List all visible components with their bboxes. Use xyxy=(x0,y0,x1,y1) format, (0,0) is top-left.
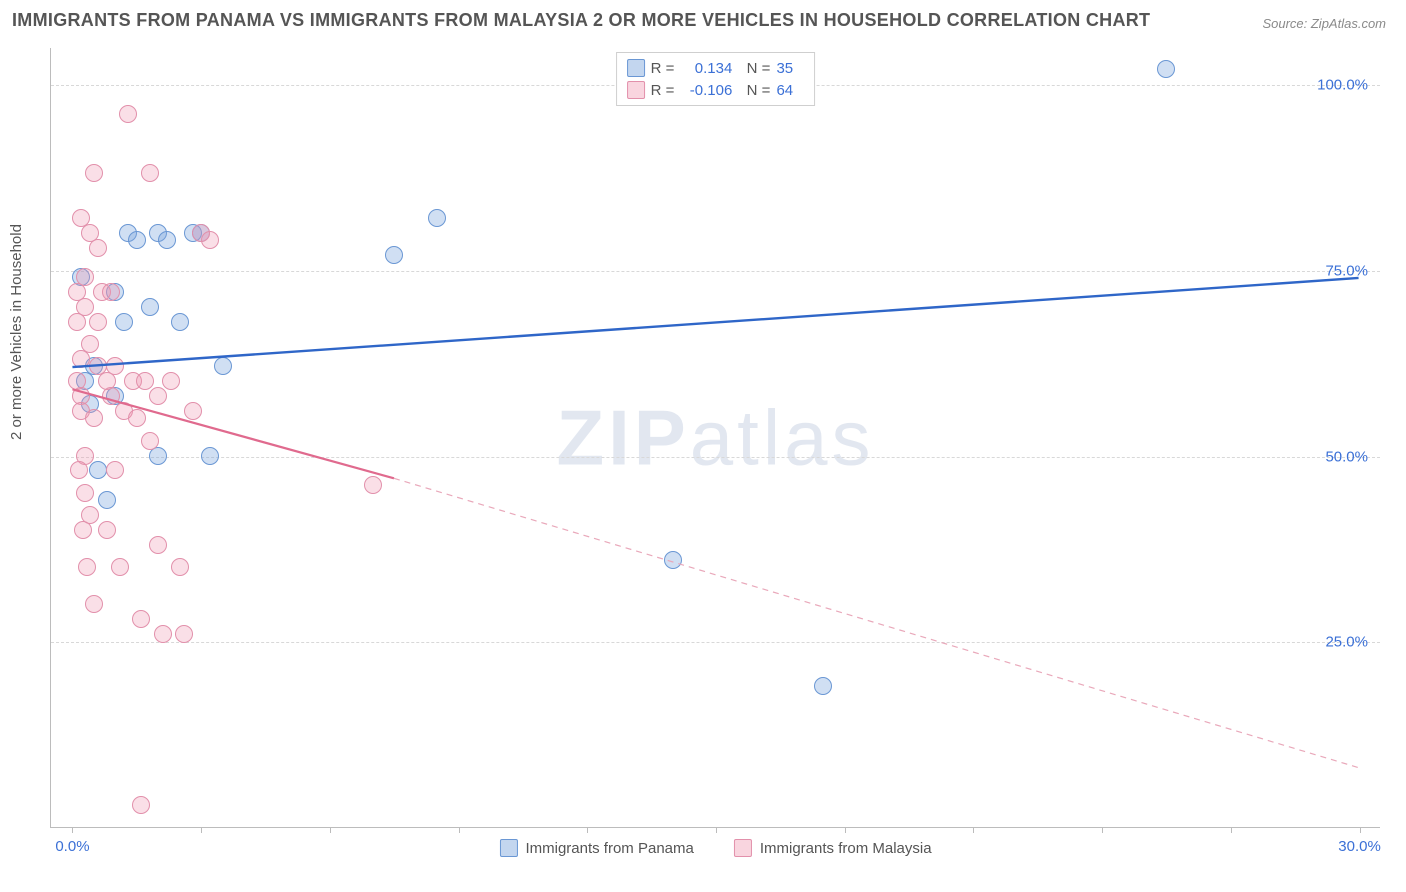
legend-item-malaysia: Immigrants from Malaysia xyxy=(734,839,932,857)
legend-item-panama: Immigrants from Panama xyxy=(499,839,693,857)
x-tick xyxy=(72,827,73,833)
n-value-panama: 35 xyxy=(776,60,804,77)
y-tick-label: 25.0% xyxy=(1325,634,1368,651)
x-tick xyxy=(973,827,974,833)
trend-line xyxy=(72,278,1358,367)
scatter-point-malaysia xyxy=(128,409,146,427)
scatter-point-malaysia xyxy=(175,625,193,643)
x-tick-label: 0.0% xyxy=(55,838,89,855)
x-tick xyxy=(459,827,460,833)
x-tick-label: 30.0% xyxy=(1338,838,1381,855)
swatch-pink xyxy=(734,839,752,857)
scatter-point-panama xyxy=(814,677,832,695)
scatter-point-malaysia xyxy=(201,231,219,249)
scatter-point-malaysia xyxy=(76,298,94,316)
scatter-point-malaysia xyxy=(70,461,88,479)
scatter-point-malaysia xyxy=(149,536,167,554)
scatter-point-malaysia xyxy=(106,357,124,375)
y-axis-label: 2 or more Vehicles in Household xyxy=(8,224,25,440)
series-legend: Immigrants from Panama Immigrants from M… xyxy=(499,839,931,857)
plot-area: ZIPatlas 25.0% 50.0% 75.0% 100.0% R = 0.134… xyxy=(50,48,1380,828)
gridline xyxy=(51,642,1380,643)
scatter-point-malaysia xyxy=(85,595,103,613)
x-tick xyxy=(1102,827,1103,833)
scatter-point-malaysia xyxy=(119,105,137,123)
n-value-malaysia: 64 xyxy=(776,82,804,99)
r-value-panama: 0.134 xyxy=(680,60,732,77)
gridline xyxy=(51,271,1380,272)
scatter-point-malaysia xyxy=(106,461,124,479)
scatter-point-malaysia xyxy=(72,209,90,227)
source-attribution: Source: ZipAtlas.com xyxy=(1262,16,1386,31)
scatter-point-malaysia xyxy=(162,372,180,390)
scatter-point-malaysia xyxy=(89,313,107,331)
scatter-point-malaysia xyxy=(364,476,382,494)
scatter-point-panama xyxy=(158,231,176,249)
n-label: N = xyxy=(738,82,770,99)
swatch-blue xyxy=(627,59,645,77)
scatter-point-panama xyxy=(428,209,446,227)
x-tick xyxy=(330,827,331,833)
scatter-point-panama xyxy=(214,357,232,375)
scatter-point-malaysia xyxy=(154,625,172,643)
scatter-point-malaysia xyxy=(78,558,96,576)
scatter-point-malaysia xyxy=(102,283,120,301)
scatter-point-malaysia xyxy=(98,521,116,539)
scatter-point-panama xyxy=(385,246,403,264)
gridline xyxy=(51,457,1380,458)
swatch-blue xyxy=(499,839,517,857)
stats-legend: R = 0.134 N = 35 R = -0.106 N = 64 xyxy=(616,52,816,106)
scatter-point-panama xyxy=(201,447,219,465)
x-tick xyxy=(716,827,717,833)
scatter-point-malaysia xyxy=(132,796,150,814)
scatter-point-malaysia xyxy=(85,164,103,182)
y-tick-label: 100.0% xyxy=(1317,77,1368,94)
scatter-point-malaysia xyxy=(171,558,189,576)
scatter-point-malaysia xyxy=(89,239,107,257)
scatter-point-malaysia xyxy=(74,521,92,539)
scatter-point-malaysia xyxy=(132,610,150,628)
scatter-point-malaysia xyxy=(149,387,167,405)
r-label: R = xyxy=(651,82,675,99)
scatter-point-malaysia xyxy=(76,484,94,502)
scatter-point-panama xyxy=(664,551,682,569)
scatter-point-malaysia xyxy=(141,432,159,450)
r-value-malaysia: -0.106 xyxy=(680,82,732,99)
r-label: R = xyxy=(651,60,675,77)
y-tick-label: 50.0% xyxy=(1325,448,1368,465)
scatter-point-malaysia xyxy=(81,335,99,353)
scatter-point-malaysia xyxy=(141,164,159,182)
chart-title: IMMIGRANTS FROM PANAMA VS IMMIGRANTS FRO… xyxy=(12,10,1150,31)
scatter-point-malaysia xyxy=(76,268,94,286)
x-tick xyxy=(1231,827,1232,833)
trend-lines xyxy=(51,48,1380,827)
stats-legend-row-panama: R = 0.134 N = 35 xyxy=(627,57,805,79)
watermark: ZIPatlas xyxy=(556,392,874,483)
x-tick xyxy=(201,827,202,833)
scatter-point-malaysia xyxy=(111,558,129,576)
scatter-point-panama xyxy=(128,231,146,249)
scatter-point-panama xyxy=(171,313,189,331)
legend-label: Immigrants from Panama xyxy=(525,840,693,857)
scatter-point-panama xyxy=(98,491,116,509)
scatter-point-malaysia xyxy=(102,387,120,405)
scatter-point-panama xyxy=(115,313,133,331)
legend-label: Immigrants from Malaysia xyxy=(760,840,932,857)
swatch-pink xyxy=(627,81,645,99)
scatter-point-panama xyxy=(89,461,107,479)
scatter-point-panama xyxy=(141,298,159,316)
scatter-point-malaysia xyxy=(85,409,103,427)
scatter-point-malaysia xyxy=(136,372,154,390)
trend-line xyxy=(394,478,1359,767)
x-tick xyxy=(587,827,588,833)
n-label: N = xyxy=(738,60,770,77)
scatter-point-malaysia xyxy=(184,402,202,420)
y-tick-label: 75.0% xyxy=(1325,262,1368,279)
x-tick xyxy=(845,827,846,833)
scatter-point-panama xyxy=(1157,60,1175,78)
stats-legend-row-malaysia: R = -0.106 N = 64 xyxy=(627,79,805,101)
x-tick xyxy=(1360,827,1361,833)
